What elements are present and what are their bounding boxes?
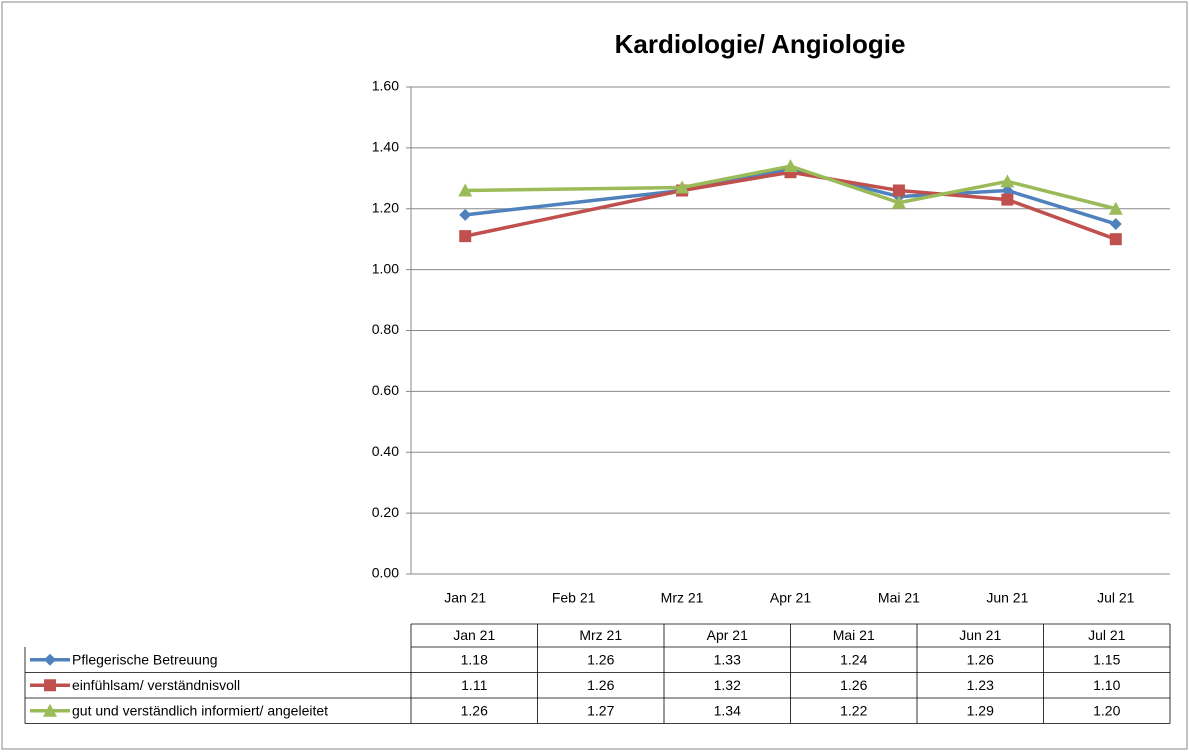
table-header: Apr 21 [707, 627, 748, 643]
point-marker [1109, 217, 1122, 230]
table-value: 1.26 [587, 651, 614, 667]
table-header: Jul 21 [1088, 627, 1126, 643]
point-marker [891, 195, 906, 209]
chart-title: Kardiologie/ Angiologie [615, 29, 906, 59]
table-value: 1.10 [1093, 677, 1120, 693]
y-tick-label: 1.20 [372, 199, 399, 215]
x-tick-label: Jan 21 [444, 590, 486, 606]
table-value: 1.24 [840, 651, 867, 667]
table-value: 1.15 [1093, 651, 1120, 667]
y-tick-label: 0.80 [372, 321, 399, 337]
table-value: 1.18 [461, 651, 488, 667]
legend-marker [43, 703, 57, 717]
table-value: 1.22 [840, 702, 867, 718]
table-header: Mai 21 [833, 627, 875, 643]
point-marker [1109, 233, 1122, 246]
table-header: Jun 21 [959, 627, 1001, 643]
table-value: 1.26 [587, 677, 614, 693]
series-line [464, 170, 1117, 241]
legend-label: einfühlsam/ verständnisvoll [72, 677, 240, 693]
x-tick-label: Jun 21 [986, 590, 1028, 606]
table-value: 1.34 [714, 702, 741, 718]
point-marker [675, 180, 690, 194]
table-value: 1.29 [967, 702, 994, 718]
table-value: 1.20 [1093, 702, 1120, 718]
series-line [465, 164, 1117, 211]
table-value: 1.23 [967, 677, 994, 693]
table-header: Jan 21 [453, 627, 495, 643]
y-tick-label: 1.60 [372, 78, 399, 94]
x-tick-label: Mrz 21 [661, 590, 704, 606]
table-value: 1.26 [967, 651, 994, 667]
table-value: 1.11 [461, 677, 487, 693]
table-value: 1.32 [714, 677, 741, 693]
x-tick-label: Jul 21 [1097, 590, 1135, 606]
point-marker [1001, 193, 1014, 206]
y-tick-label: 0.00 [372, 565, 399, 581]
x-tick-label: Apr 21 [770, 590, 811, 606]
y-tick-label: 0.60 [372, 382, 399, 398]
legend-label: Pflegerische Betreuung [72, 651, 218, 667]
legend-marker [44, 653, 56, 666]
point-marker [1001, 184, 1014, 197]
table-value: 1.27 [587, 702, 614, 718]
y-tick-label: 1.00 [372, 260, 399, 276]
y-tick-label: 1.40 [372, 139, 399, 155]
point-marker [1108, 201, 1123, 215]
legend-label: gut und verständlich informiert/ angelei… [72, 702, 328, 718]
point-marker [458, 183, 473, 197]
point-marker [783, 159, 798, 173]
point-marker [459, 208, 472, 221]
y-tick-label: 0.40 [372, 443, 399, 459]
x-tick-label: Feb 21 [552, 590, 596, 606]
point-marker [1000, 174, 1015, 188]
table-value: 1.33 [714, 651, 741, 667]
table-value: 1.26 [840, 677, 867, 693]
x-tick-label: Mai 21 [878, 590, 920, 606]
point-marker [459, 230, 472, 243]
point-marker [892, 184, 905, 197]
table-header: Mrz 21 [579, 627, 622, 643]
table-value: 1.26 [461, 702, 488, 718]
y-tick-label: 0.20 [372, 504, 399, 520]
legend-marker [44, 679, 56, 692]
